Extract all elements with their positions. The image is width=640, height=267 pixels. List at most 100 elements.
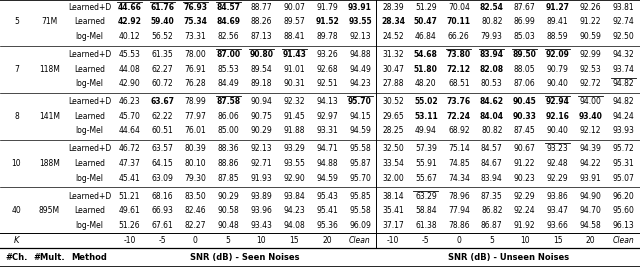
Text: 82.08: 82.08 — [480, 65, 504, 74]
Text: 15: 15 — [553, 236, 563, 245]
Text: 90.33: 90.33 — [513, 112, 537, 121]
Text: 30.52: 30.52 — [382, 97, 404, 106]
Text: 66.26: 66.26 — [448, 32, 470, 41]
Text: 79.30: 79.30 — [184, 174, 206, 183]
Text: 78.86: 78.86 — [448, 221, 470, 230]
Text: 58.84: 58.84 — [415, 206, 436, 215]
Text: 95.60: 95.60 — [612, 206, 634, 215]
Text: 88.26: 88.26 — [250, 17, 272, 26]
Text: 95.70: 95.70 — [349, 174, 371, 183]
Text: 80.53: 80.53 — [481, 79, 502, 88]
Text: 37.17: 37.17 — [382, 221, 404, 230]
Text: 188M: 188M — [39, 159, 60, 168]
Text: 94.49: 94.49 — [349, 65, 371, 74]
Text: 88.36: 88.36 — [218, 144, 239, 154]
Text: 91.88: 91.88 — [284, 126, 305, 135]
Text: 88.05: 88.05 — [514, 65, 536, 74]
Text: 95.41: 95.41 — [316, 206, 338, 215]
Text: Learned+D: Learned+D — [68, 144, 111, 154]
Text: 92.94: 92.94 — [546, 97, 570, 106]
Text: 91.52: 91.52 — [315, 17, 339, 26]
Text: SNR (dB) - Unseen Noises: SNR (dB) - Unseen Noises — [447, 253, 569, 262]
Text: 73.31: 73.31 — [184, 32, 206, 41]
Text: 76.01: 76.01 — [184, 126, 206, 135]
Text: 56.52: 56.52 — [152, 32, 173, 41]
Text: 895M: 895M — [39, 206, 60, 215]
Text: 94.59: 94.59 — [349, 126, 371, 135]
Text: 92.13: 92.13 — [250, 144, 272, 154]
Text: 94.71: 94.71 — [316, 144, 338, 154]
Text: #Mult.: #Mult. — [33, 253, 65, 262]
Text: 86.82: 86.82 — [481, 206, 502, 215]
Text: 92.09: 92.09 — [546, 50, 570, 59]
Text: 74.34: 74.34 — [448, 174, 470, 183]
Text: 60.72: 60.72 — [152, 79, 173, 88]
Text: 61.38: 61.38 — [415, 221, 436, 230]
Text: 84.04: 84.04 — [480, 112, 504, 121]
Text: Clean: Clean — [349, 236, 371, 245]
Text: 84.57: 84.57 — [481, 144, 502, 154]
Text: 91.27: 91.27 — [546, 3, 570, 12]
Text: 63.57: 63.57 — [152, 144, 173, 154]
Text: 59.40: 59.40 — [150, 17, 174, 26]
Text: 89.54: 89.54 — [250, 65, 272, 74]
Text: 29.65: 29.65 — [382, 112, 404, 121]
Text: 91.79: 91.79 — [316, 3, 338, 12]
Text: 94.08: 94.08 — [284, 221, 305, 230]
Text: 75.34: 75.34 — [183, 17, 207, 26]
Text: 44.08: 44.08 — [118, 65, 140, 74]
Text: 95.87: 95.87 — [349, 159, 371, 168]
Text: 40.12: 40.12 — [118, 32, 140, 41]
Text: 88.77: 88.77 — [250, 3, 272, 12]
Text: SNR (dB) - Seen Noises: SNR (dB) - Seen Noises — [190, 253, 300, 262]
Text: 72.24: 72.24 — [447, 112, 471, 121]
Text: log-Mel: log-Mel — [76, 221, 104, 230]
Text: 60.51: 60.51 — [152, 126, 173, 135]
Text: 82.54: 82.54 — [480, 3, 504, 12]
Text: 90.59: 90.59 — [580, 32, 602, 41]
Text: 8: 8 — [14, 112, 19, 121]
Text: 93.91: 93.91 — [580, 174, 602, 183]
Text: 94.58: 94.58 — [580, 221, 602, 230]
Text: 85.53: 85.53 — [218, 65, 239, 74]
Text: 89.41: 89.41 — [547, 17, 568, 26]
Text: 44.66: 44.66 — [118, 3, 141, 12]
Text: 92.12: 92.12 — [580, 126, 602, 135]
Text: 32.00: 32.00 — [382, 174, 404, 183]
Text: 50.47: 50.47 — [414, 17, 438, 26]
Text: 78.99: 78.99 — [184, 97, 206, 106]
Text: 93.86: 93.86 — [547, 192, 568, 201]
Text: 94.22: 94.22 — [580, 159, 602, 168]
Text: 49.61: 49.61 — [118, 206, 140, 215]
Text: 92.53: 92.53 — [580, 65, 602, 74]
Text: 10: 10 — [12, 159, 21, 168]
Text: -5: -5 — [159, 236, 166, 245]
Text: Learned+D: Learned+D — [68, 192, 111, 201]
Text: 82.56: 82.56 — [218, 32, 239, 41]
Text: 88.59: 88.59 — [547, 32, 568, 41]
Text: 90.23: 90.23 — [514, 174, 536, 183]
Text: 48.20: 48.20 — [415, 79, 436, 88]
Text: 45.41: 45.41 — [118, 174, 140, 183]
Text: 95.72: 95.72 — [612, 144, 634, 154]
Text: 94.24: 94.24 — [612, 112, 634, 121]
Text: 45.53: 45.53 — [118, 50, 140, 59]
Text: 77.94: 77.94 — [448, 206, 470, 215]
Text: 31.32: 31.32 — [382, 50, 404, 59]
Text: 90.29: 90.29 — [218, 192, 239, 201]
Text: 94.23: 94.23 — [349, 79, 371, 88]
Text: 93.91: 93.91 — [348, 3, 372, 12]
Text: 74.85: 74.85 — [448, 159, 470, 168]
Text: 92.99: 92.99 — [580, 50, 602, 59]
Text: 33.54: 33.54 — [382, 159, 404, 168]
Text: 10: 10 — [257, 236, 266, 245]
Text: 92.51: 92.51 — [316, 79, 338, 88]
Text: 90.80: 90.80 — [249, 50, 273, 59]
Text: 78.00: 78.00 — [184, 50, 206, 59]
Text: 87.06: 87.06 — [514, 79, 536, 88]
Text: 93.66: 93.66 — [547, 221, 568, 230]
Text: Learned: Learned — [74, 17, 105, 26]
Text: 44.64: 44.64 — [118, 126, 140, 135]
Text: 87.58: 87.58 — [216, 97, 240, 106]
Text: 83.94: 83.94 — [481, 174, 502, 183]
